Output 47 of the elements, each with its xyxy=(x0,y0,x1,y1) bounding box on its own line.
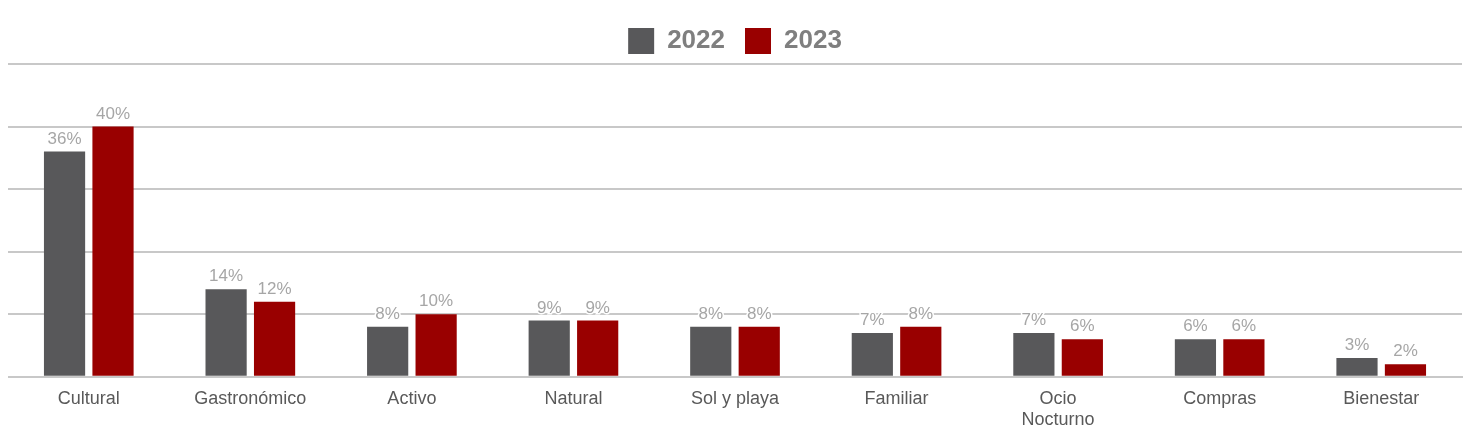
data-label: 8% xyxy=(908,303,934,323)
data-label: 14% xyxy=(209,266,244,286)
data-label: 6% xyxy=(1070,316,1095,336)
bar xyxy=(253,301,296,376)
x-tick-label: Gastronómico xyxy=(194,387,307,408)
bar xyxy=(367,326,409,376)
data-label: 3% xyxy=(1344,335,1370,355)
data-label: 12% xyxy=(257,278,292,298)
data-label: 40% xyxy=(96,103,131,123)
bar xyxy=(738,326,780,376)
data-label: 10% xyxy=(419,291,454,311)
x-tick-label: Sol y playa xyxy=(690,387,781,408)
bar xyxy=(205,289,247,376)
data-label: 9% xyxy=(585,297,610,317)
x-tick-label: Ocio Nocturno xyxy=(1021,387,1095,430)
legend-label: 2023 xyxy=(784,24,842,55)
data-label: 7% xyxy=(860,310,885,330)
x-tick-label: Bienestar xyxy=(1343,387,1420,408)
bar xyxy=(528,320,570,376)
bar xyxy=(1223,339,1265,376)
bar xyxy=(851,333,893,376)
bar xyxy=(1336,358,1378,376)
x-tick-label: Compras xyxy=(1183,387,1257,408)
data-label: 6% xyxy=(1183,316,1208,336)
bar xyxy=(1174,339,1217,376)
data-label: 8% xyxy=(698,303,724,323)
bar xyxy=(1384,364,1427,376)
bar xyxy=(690,326,732,376)
x-tick-label: Cultural xyxy=(57,387,120,408)
x-tick-label: Familiar xyxy=(864,387,929,408)
bar xyxy=(577,320,619,376)
bar xyxy=(415,314,457,376)
data-label: 6% xyxy=(1231,316,1257,336)
x-tick-label: Natural xyxy=(544,387,603,408)
data-label: 8% xyxy=(746,303,772,323)
x-tick-label: Activo xyxy=(387,387,437,408)
data-label: 36% xyxy=(47,128,82,148)
data-label: 8% xyxy=(375,303,400,323)
data-label: 7% xyxy=(1021,310,1047,330)
bar xyxy=(1061,339,1103,376)
bar xyxy=(92,126,134,376)
data-label: 9% xyxy=(536,297,562,317)
bar xyxy=(900,326,942,376)
bar xyxy=(43,151,86,376)
data-label: 2% xyxy=(1393,341,1418,361)
bar xyxy=(1013,333,1055,376)
legend-label: 2022 xyxy=(667,24,725,55)
